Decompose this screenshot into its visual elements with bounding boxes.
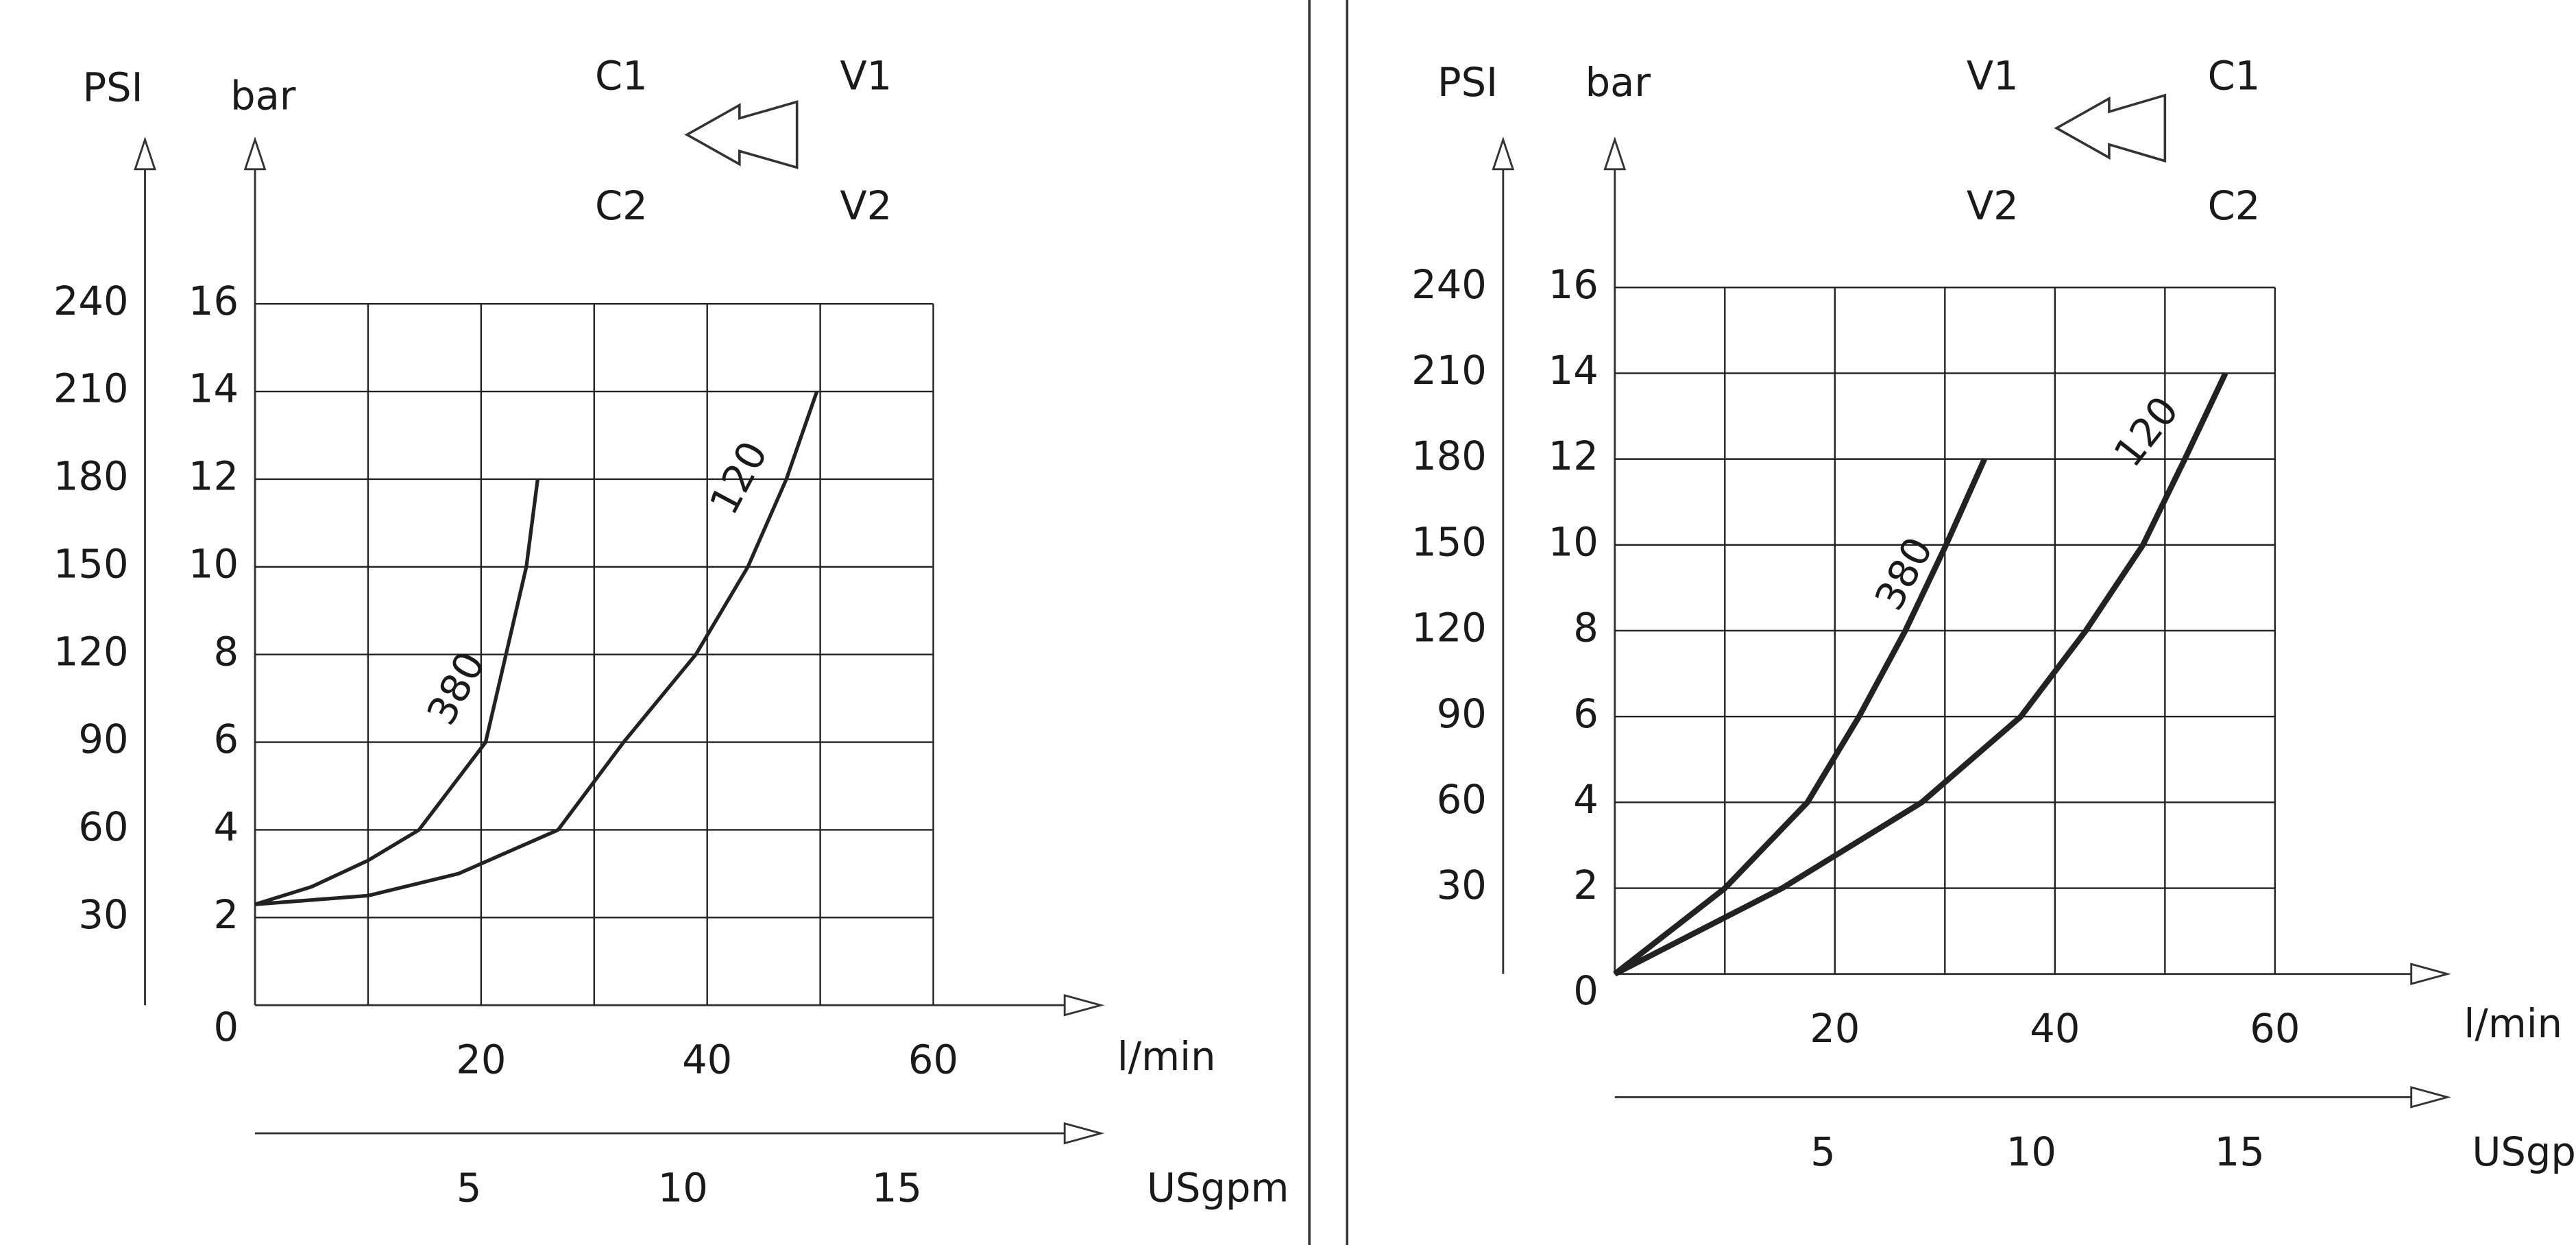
y-tick-label: 2	[214, 892, 239, 938]
axis-title: PSI	[82, 64, 143, 110]
y-tick-label: 16	[1548, 262, 1599, 308]
y-tick-label: 0	[214, 1004, 239, 1050]
y2-tick-label: 90	[78, 716, 128, 762]
x2-tick-label: 15	[2215, 1129, 2265, 1175]
x2-tick-label: 15	[872, 1165, 922, 1211]
axis-arrow	[1603, 136, 1627, 171]
y2-tick-label: 210	[53, 366, 129, 412]
y2-tick-label: 210	[1411, 348, 1487, 394]
y2-tick-label: 180	[53, 454, 129, 500]
x-tick-label: 40	[682, 1037, 732, 1083]
axis-arrow	[1492, 136, 1515, 171]
axis-title: PSI	[1437, 60, 1498, 106]
data-line	[1613, 372, 2228, 977]
flow-arrow	[684, 100, 799, 169]
x-tick-label: 40	[2030, 1006, 2080, 1052]
y-tick-label: 6	[214, 716, 239, 762]
axis-title: bar	[1585, 60, 1651, 106]
y-tick-label: 16	[189, 278, 239, 324]
axis-arrow	[2410, 963, 2451, 985]
port-label: V2	[1967, 183, 2019, 229]
y2-tick-label: 180	[1411, 433, 1487, 479]
data-line	[254, 479, 539, 906]
y-tick-label: 4	[1573, 777, 1599, 823]
x2-tick-label: 10	[658, 1165, 708, 1211]
y-tick-label: 14	[189, 366, 239, 412]
y2-tick-label: 60	[1437, 777, 1487, 823]
y2-tick-label: 120	[53, 629, 129, 675]
axis-title: USgpm	[1147, 1165, 1289, 1211]
y-tick-label: 10	[189, 541, 239, 587]
port-label: V1	[840, 53, 892, 99]
port-label: V2	[840, 183, 892, 229]
axis-title: USgpm	[2472, 1129, 2576, 1175]
y-tick-label: 0	[1573, 968, 1599, 1014]
data-line	[254, 391, 819, 906]
x-tick-label: 60	[908, 1037, 958, 1083]
y-tick-label: 12	[1548, 433, 1599, 479]
x2-tick-label: 5	[457, 1165, 482, 1211]
port-label: C1	[2208, 53, 2261, 99]
y2-tick-label: 240	[1411, 262, 1487, 308]
axis-title: bar	[230, 73, 296, 119]
y-tick-label: 4	[214, 804, 239, 850]
port-label: C2	[595, 183, 648, 229]
y-tick-label: 8	[1573, 605, 1599, 651]
axis-title: l/min	[1117, 1034, 1216, 1080]
y-tick-label: 12	[189, 454, 239, 500]
axis-arrow	[243, 136, 267, 171]
port-label: C1	[595, 53, 648, 99]
y2-tick-label: 30	[1437, 862, 1487, 908]
flow-arrow	[2054, 93, 2167, 163]
port-label: V1	[1967, 53, 2019, 99]
y2-tick-label: 150	[53, 541, 129, 587]
x2-tick-label: 10	[2006, 1129, 2056, 1175]
y2-tick-label: 30	[78, 892, 128, 938]
y2-tick-label: 150	[1411, 519, 1487, 565]
x-tick-label: 20	[456, 1037, 506, 1083]
data-line	[1613, 457, 1987, 977]
y-tick-label: 8	[214, 629, 239, 675]
y-tick-label: 2	[1573, 862, 1599, 908]
y2-tick-label: 240	[53, 278, 129, 324]
y-tick-label: 10	[1548, 519, 1599, 565]
axis-arrow	[134, 136, 156, 171]
axis-arrow	[1063, 1122, 1105, 1145]
y-tick-label: 6	[1573, 691, 1599, 737]
port-label: C2	[2208, 183, 2261, 229]
y2-tick-label: 90	[1437, 691, 1487, 737]
y2-tick-label: 120	[1411, 605, 1487, 651]
x-tick-label: 60	[2250, 1006, 2300, 1052]
axis-arrow	[1063, 993, 1105, 1017]
axis-title: l/min	[2464, 1001, 2562, 1047]
y-tick-label: 14	[1548, 348, 1599, 394]
y2-tick-label: 60	[78, 804, 128, 850]
x-tick-label: 20	[1810, 1006, 1860, 1052]
axis-arrow	[2410, 1086, 2451, 1109]
x2-tick-label: 5	[1810, 1129, 1836, 1175]
